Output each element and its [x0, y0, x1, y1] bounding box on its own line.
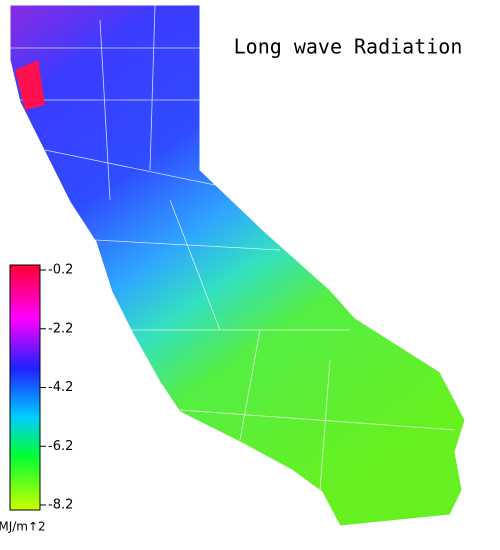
map-title: Long wave Radiation	[234, 35, 463, 59]
colorbar	[9, 264, 41, 511]
colorbar-tick-label: -0.2	[48, 263, 73, 278]
marker-red	[15, 60, 45, 110]
colorbar-tick-label: -2.2	[48, 321, 73, 336]
colorbar-unit: MJ/m↑2	[0, 520, 46, 534]
california-map	[9, 4, 466, 527]
colorbar-tick-label: -8.2	[48, 498, 73, 513]
county-lines	[10, 4, 456, 491]
colorbar-tick-label: -6.2	[48, 439, 73, 454]
colorbar-tick-label: -4.2	[48, 380, 73, 395]
